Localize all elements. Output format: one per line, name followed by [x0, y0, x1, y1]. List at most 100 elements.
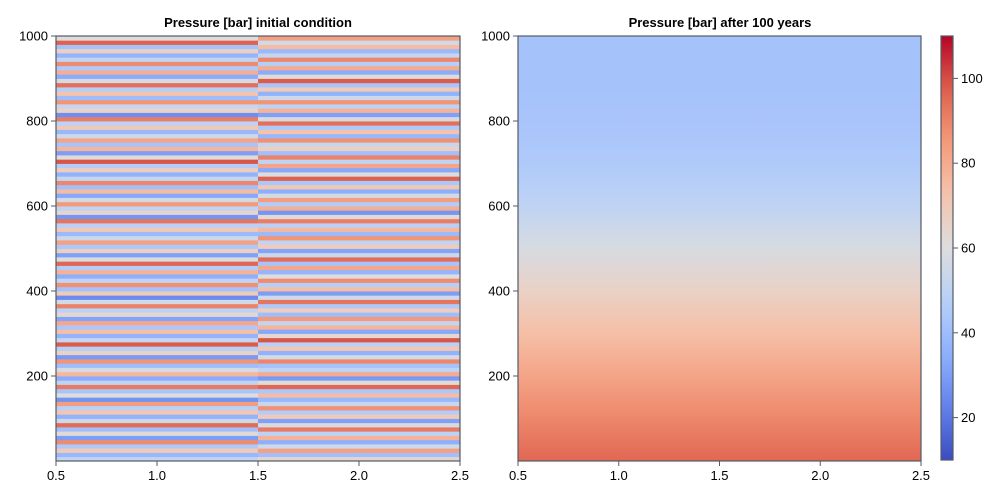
heatmap-cell — [258, 240, 461, 245]
heatmap-cell — [258, 422, 461, 428]
heatmap-cell — [258, 291, 461, 296]
heatmap-cell — [56, 240, 259, 245]
left-y-tick-label: 200 — [26, 369, 48, 384]
heatmap-cell — [258, 193, 461, 198]
heatmap-cell — [56, 155, 259, 160]
heatmap-cell — [258, 376, 461, 381]
left-x-tick-label: 1.5 — [249, 468, 267, 483]
heatmap-cell — [56, 133, 259, 139]
heatmap-cell — [56, 146, 259, 152]
heatmap-cell — [258, 104, 461, 109]
left-heatmap-plot: Pressure [bar] initial condition 0.5 1.0 1… — [19, 15, 469, 483]
heatmap-cell — [56, 172, 259, 177]
heatmap-cell — [56, 138, 259, 143]
heatmap-cell — [258, 74, 461, 79]
heatmap-cell — [258, 163, 461, 169]
heatmap-cell — [56, 180, 259, 186]
colorbar-tick-label: 100 — [961, 71, 983, 86]
heatmap-cell — [258, 405, 461, 411]
heatmap-cell — [56, 291, 259, 296]
heatmap-cell — [56, 87, 259, 92]
heatmap-cell — [56, 44, 259, 50]
heatmap-cell — [258, 235, 461, 241]
heatmap-cell — [258, 388, 461, 394]
heatmap-cell — [56, 393, 259, 398]
right-plot-title: Pressure [bar] after 100 years — [629, 15, 812, 30]
heatmap-cell — [56, 95, 259, 101]
left-y-axis: 200 400 600 800 1000 — [19, 29, 56, 384]
heatmap-cell — [56, 82, 259, 88]
heatmap-cell — [258, 265, 461, 271]
heatmap-cell — [56, 104, 259, 109]
right-y-tick-label: 800 — [488, 114, 510, 129]
left-x-axis: 0.5 1.0 1.5 2.0 2.5 — [47, 461, 469, 483]
heatmap-cell — [258, 346, 461, 351]
heatmap-cell — [258, 308, 461, 313]
heatmap-cell — [258, 329, 461, 334]
heatmap-cell — [56, 342, 259, 347]
colorbar-tick-label: 40 — [961, 325, 975, 340]
colorbar-tick-label: 80 — [961, 156, 975, 171]
heatmap-cell — [258, 91, 461, 96]
heatmap-cell — [56, 112, 259, 118]
heatmap-cell — [56, 422, 259, 428]
heatmap-cell — [56, 452, 259, 458]
heatmap-cell — [258, 393, 461, 398]
right-y-tick-label: 1000 — [481, 29, 510, 44]
heatmap-cell — [56, 367, 259, 373]
heatmap-cell — [258, 57, 461, 62]
heatmap-cell — [258, 176, 461, 181]
colorbar-tick-label: 20 — [961, 410, 975, 425]
heatmap-cell — [56, 456, 259, 462]
heatmap-cell — [56, 176, 259, 181]
heatmap-cell — [258, 159, 461, 164]
heatmap-cell — [258, 367, 461, 373]
heatmap-cell — [56, 303, 259, 309]
heatmap-cell — [56, 210, 259, 215]
left-plot-title: Pressure [bar] initial condition — [164, 15, 352, 30]
heatmap-cell — [258, 371, 461, 377]
heatmap-cell — [56, 388, 259, 394]
heatmap-cell — [258, 316, 461, 322]
heatmap-cell — [258, 227, 461, 232]
heatmap-cell — [258, 312, 461, 317]
heatmap-cell — [258, 70, 461, 75]
heatmap-cell — [258, 303, 461, 309]
heatmap-cell — [258, 269, 461, 275]
heatmap-cell — [258, 142, 461, 147]
heatmap-cell — [258, 320, 461, 326]
heatmap-cell — [258, 435, 461, 441]
heatmap-cell — [258, 342, 461, 347]
right-x-tick-label: 2.5 — [912, 468, 930, 483]
right-x-tick-label: 2.0 — [811, 468, 829, 483]
heatmap-cell — [56, 261, 259, 266]
heatmap-cell — [56, 359, 259, 364]
heatmap-cell — [56, 193, 259, 198]
heatmap-cell — [56, 333, 259, 339]
colorbar-axis: 20 40 60 80 100 — [953, 71, 983, 425]
left-x-tick-label: 2.5 — [451, 468, 469, 483]
right-y-tick-label: 200 — [488, 369, 510, 384]
heatmap-cell — [258, 40, 461, 45]
heatmap-cell — [56, 108, 259, 113]
heatmap-cell — [258, 87, 461, 92]
heatmap-cell — [258, 125, 461, 130]
heatmap-cell — [56, 350, 259, 356]
heatmap-cell — [56, 448, 259, 453]
heatmap-cell — [258, 410, 461, 415]
heatmap-cell — [56, 299, 259, 305]
colorbar-gradient — [941, 36, 953, 460]
heatmap-cell — [56, 363, 259, 368]
right-y-tick-label: 600 — [488, 199, 510, 214]
heatmap-cell — [258, 138, 461, 143]
heatmap-cell — [258, 401, 461, 407]
heatmap-cell — [56, 142, 259, 147]
heatmap-cell — [258, 274, 461, 279]
heatmap-cell — [56, 380, 259, 385]
heatmap-cell — [258, 223, 461, 228]
heatmap-cell — [258, 354, 461, 360]
heatmap-cell — [258, 439, 461, 445]
heatmap-cell — [56, 320, 259, 326]
heatmap-cell — [258, 133, 461, 139]
